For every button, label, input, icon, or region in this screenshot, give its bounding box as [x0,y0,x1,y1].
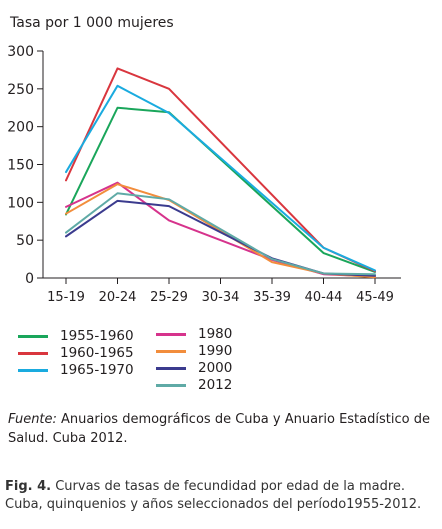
legend-item: 1955-1960 [18,328,134,344]
x-tick-label: 25-29 [150,290,188,305]
fertility-line-chart: 0 50 100 150 200 250 300 15-19 20-24 25-29 30-34 35… [7,44,401,305]
legend-swatch [156,332,186,336]
x-tick-label: 45-49 [356,290,394,305]
legend-item: 1960-1965 [18,345,134,361]
legend-label: 1990 [198,343,233,359]
legend-label: 2012 [198,377,233,393]
legend-swatch [156,383,186,387]
x-tick-label: 30-34 [202,290,240,305]
x-tick-label: 20-24 [99,290,137,305]
series-line-2012 [65,192,376,276]
legend-item: 1980 [156,326,232,342]
chart-series [65,67,376,279]
source-text: Anuarios demográficos de Cuba y Anuario … [8,412,430,446]
legend-swatch [156,349,186,353]
series-line-1955-1960 [65,106,376,273]
source-note: Fuente: Anuarios demográficos de Cuba y … [8,410,438,448]
y-tick-label: 100 [7,195,34,211]
series-line-1965-1970 [65,84,376,272]
source-lead: Fuente: [8,412,57,427]
x-tick-label: 15-19 [47,290,85,305]
chart-axes: 0 50 100 150 200 250 300 15-19 20-24 25-29 30-34 35… [7,44,401,305]
legend-item: 1990 [156,343,232,359]
legend-item: 2000 [156,360,232,376]
y-tick-label: 50 [16,233,34,249]
caption-lead: Fig. 4. [5,479,52,494]
legend-label: 1980 [198,326,233,342]
x-tick-label: 35-39 [253,290,291,305]
caption-text: Curvas de tasas de fecundidad por edad d… [5,479,422,512]
figure-caption: Fig. 4. Curvas de tasas de fecundidad po… [5,478,442,514]
y-tick-label: 150 [7,158,34,174]
legend-item: 2012 [156,377,232,393]
legend-label: 1955-1960 [60,328,134,344]
y-axis-label: Tasa por 1 000 mujeres [10,15,174,31]
legend-label: 1960-1965 [60,345,134,361]
legend-item: 1965-1970 [18,362,134,378]
y-tick-label: 200 [7,120,34,136]
y-tick-label: 0 [25,271,34,287]
x-tick-label: 40-44 [305,290,343,305]
legend-column-2: 1980 1990 2000 2012 [156,326,232,394]
legend-swatch [156,366,186,370]
series-line-2000 [65,199,376,277]
legend-swatch [18,368,48,372]
legend-swatch [18,334,48,338]
legend-column-1: 1955-1960 1960-1965 1965-1970 [18,328,134,379]
legend-swatch [18,351,48,355]
y-tick-label: 250 [7,82,34,98]
legend-label: 2000 [198,360,233,376]
y-tick-label: 300 [7,44,34,60]
legend-label: 1965-1970 [60,362,134,378]
